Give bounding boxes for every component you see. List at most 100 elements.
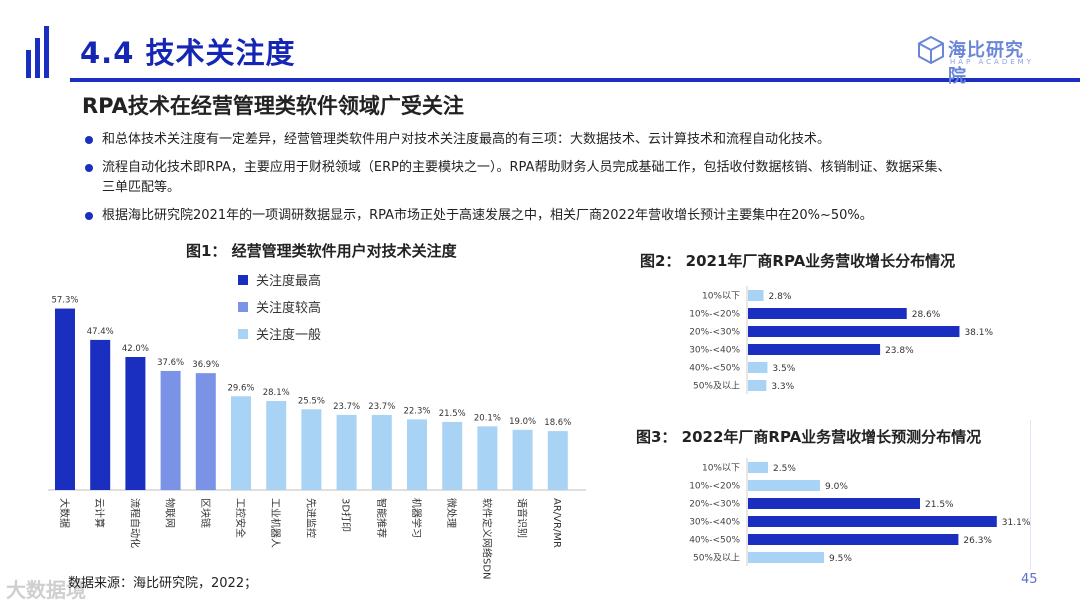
bullet-text: 和总体技术关注度有一定差异，经营管理类软件用户对技术关注度最高的有三项：大数据技… xyxy=(102,132,831,147)
bar xyxy=(371,414,392,490)
bullet-text: 流程自动化技术即RPA，主要应用于财税领域（ERP的主要模块之一）。RPA帮助财… xyxy=(102,160,951,195)
right-divider xyxy=(1030,420,1031,570)
bullet-dot-icon xyxy=(85,164,93,172)
bar xyxy=(748,480,820,491)
bar xyxy=(748,534,959,545)
category-label: 语音识别 xyxy=(516,498,529,538)
category-label: 50%及以上 xyxy=(693,553,740,564)
bar-value-label: 2.8% xyxy=(769,292,792,302)
bar-value-label: 9.5% xyxy=(829,554,852,564)
bar-value-label: 9.0% xyxy=(825,482,848,492)
title-underline xyxy=(70,78,1080,82)
category-label: 流程自动化 xyxy=(128,498,141,548)
category-label: 区块链 xyxy=(199,498,212,528)
category-label: 10%-<20% xyxy=(689,310,740,320)
category-label: 30%-<40% xyxy=(689,518,740,528)
bar xyxy=(442,421,463,490)
bar-value-label: 36.9% xyxy=(192,360,219,370)
bar xyxy=(336,414,357,490)
bar-value-label: 26.3% xyxy=(963,536,992,546)
title-decoration xyxy=(26,26,66,78)
logo-subtitle: HAP ACADEMY xyxy=(950,58,1034,66)
bullet-item: 流程自动化技术即RPA，主要应用于财税领域（ERP的主要模块之一）。RPA帮助财… xyxy=(82,158,962,198)
legend-item: 关注度最高 xyxy=(238,266,321,293)
cube-logo-icon xyxy=(918,36,944,64)
bullet-item: 和总体技术关注度有一定差异，经营管理类软件用户对技术关注度最高的有三项：大数据技… xyxy=(82,130,962,150)
category-label: 微处理 xyxy=(445,498,458,528)
legend-label: 关注度较高 xyxy=(256,301,322,316)
bar-value-label: 23.7% xyxy=(333,402,360,412)
bar xyxy=(748,344,881,355)
bar xyxy=(748,498,920,509)
bar-value-label: 31.1% xyxy=(1002,518,1031,528)
category-label: 10%以下 xyxy=(702,292,740,302)
bar xyxy=(748,290,764,301)
bar-value-label: 57.3% xyxy=(51,296,78,306)
bar-value-label: 25.5% xyxy=(298,396,325,406)
legend-swatch-normal xyxy=(238,328,248,339)
bar-value-label: 28.6% xyxy=(912,310,941,320)
category-label: 工控安全 xyxy=(234,498,247,538)
page-number: 45 xyxy=(1021,572,1038,587)
bar-value-label: 2.5% xyxy=(773,464,796,474)
page-title: 4.4 技术关注度 xyxy=(80,36,296,70)
bar xyxy=(407,419,427,490)
bar xyxy=(90,339,111,490)
category-label: 40%-<50% xyxy=(689,536,740,546)
bar-value-label: 20.1% xyxy=(474,413,501,423)
category-label: 50%及以上 xyxy=(693,381,740,392)
section-subtitle: RPA技术在经营管理类软件领域广受关注 xyxy=(82,94,464,118)
logo-name: 海比研究院 xyxy=(948,40,1024,87)
bullet-dot-icon xyxy=(85,212,93,220)
category-label: 10%-<20% xyxy=(689,482,740,492)
bar xyxy=(301,409,322,490)
category-label: 云计算 xyxy=(93,498,106,528)
bar xyxy=(748,380,767,391)
bar xyxy=(512,429,533,490)
bar-value-label: 3.3% xyxy=(771,382,794,392)
category-label: 机器学习 xyxy=(410,498,423,538)
bullet-text: 根据海比研究院2021年的一项调研数据显示，RPA市场正处于高速发展之中，相关厂… xyxy=(102,208,873,223)
bar xyxy=(748,362,768,373)
bar xyxy=(160,370,181,490)
category-label: 3D打印 xyxy=(340,498,353,532)
category-label: 大数据 xyxy=(58,498,71,528)
bar xyxy=(748,516,997,527)
bar-value-label: 23.8% xyxy=(885,346,914,356)
bullet-item: 根据海比研究院2021年的一项调研数据显示，RPA市场正处于高速发展之中，相关厂… xyxy=(82,206,962,226)
watermark: 大数据境 xyxy=(6,578,86,602)
legend-item: 关注度一般 xyxy=(238,320,321,347)
category-label: 20%-<30% xyxy=(689,500,740,510)
bar-value-label: 19.0% xyxy=(509,417,536,427)
legend-label: 关注度最高 xyxy=(256,274,322,289)
category-label: 20%-<30% xyxy=(689,328,740,338)
legend-item: 关注度较高 xyxy=(238,293,321,320)
bar xyxy=(266,401,287,490)
chart2-title: 图2： 2021年厂商RPA业务营收增长分布情况 xyxy=(640,252,956,270)
category-label: 物联网 xyxy=(164,498,177,528)
bullet-list: 和总体技术关注度有一定差异，经营管理类软件用户对技术关注度最高的有三项：大数据技… xyxy=(82,130,962,234)
bar xyxy=(547,431,568,490)
bar xyxy=(748,326,960,337)
legend-label: 关注度一般 xyxy=(256,328,322,343)
category-label: 先进监控 xyxy=(304,498,317,538)
bar xyxy=(748,462,768,473)
chart1-title: 图1： 经营管理类软件用户对技术关注度 xyxy=(186,242,457,260)
bar-value-label: 28.1% xyxy=(263,388,290,398)
bar xyxy=(125,357,146,490)
bullet-dot-icon xyxy=(85,136,93,144)
bar-value-label: 38.1% xyxy=(964,328,993,338)
bar-value-label: 37.6% xyxy=(157,358,184,368)
legend-swatch-high xyxy=(238,301,248,312)
data-source: 数据来源：海比研究院，2022； xyxy=(68,576,258,591)
category-label: 智能推荐 xyxy=(375,498,388,538)
bar xyxy=(55,308,75,490)
logo: 海比研究院 HAP ACADEMY xyxy=(918,34,1036,87)
chart3-title: 图3： 2022年厂商RPA业务营收增长预测分布情况 xyxy=(636,428,982,446)
category-label: 软件定义网络SDN xyxy=(480,498,493,580)
bar-value-label: 3.5% xyxy=(772,364,795,374)
bar-value-label: 18.6% xyxy=(544,418,571,428)
category-label: 30%-<40% xyxy=(689,346,740,356)
